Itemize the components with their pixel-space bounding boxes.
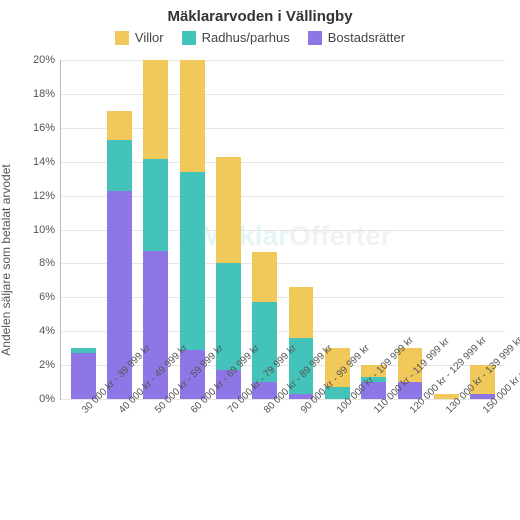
x-tick-label: 110 000 kr - 119 999 kr xyxy=(355,402,391,520)
legend-item-bostad: Bostadsrätter xyxy=(308,30,405,45)
x-axis-labels: 30 000 kr - 39 999 kr40 000 kr - 49 999 … xyxy=(60,402,505,520)
legend: Villor Radhus/parhus Bostadsrätter xyxy=(0,30,520,45)
x-tick-label: 50 000 kr - 59 999 kr xyxy=(137,402,173,520)
x-tick-label: 120 000 kr - 129 999 kr xyxy=(392,402,428,520)
y-tick-label: 14% xyxy=(33,156,61,168)
x-tick-label: 100 000 kr - 109 999 kr xyxy=(319,402,355,520)
bar-segment-villor xyxy=(252,252,277,303)
bar-segment-radhus xyxy=(180,172,205,350)
y-tick-label: 18% xyxy=(33,88,61,100)
bar-segment-radhus xyxy=(143,159,168,251)
y-tick-label: 6% xyxy=(39,291,61,303)
bar xyxy=(107,60,132,399)
bar-segment-villor xyxy=(107,111,132,140)
x-tick-label: 130 000 kr - 139 999 kr xyxy=(428,402,464,520)
y-tick-label: 16% xyxy=(33,122,61,134)
y-tick-label: 0% xyxy=(39,393,61,405)
x-tick-label: 70 000 kr - 79 999 kr xyxy=(210,402,246,520)
legend-label-bostad: Bostadsrätter xyxy=(328,30,405,45)
y-tick-label: 2% xyxy=(39,359,61,371)
legend-item-villor: Villor xyxy=(115,30,164,45)
bar-group xyxy=(65,60,101,399)
chart-container: Mäklararvoden i Vällingby Villor Radhus/… xyxy=(0,0,520,520)
legend-label-radhus: Radhus/parhus xyxy=(202,30,290,45)
x-tick-label: 60 000 kr - 69 999 kr xyxy=(173,402,209,520)
x-tick-label: 40 000 kr - 49 999 kr xyxy=(100,402,136,520)
legend-item-radhus: Radhus/parhus xyxy=(182,30,290,45)
y-tick-label: 10% xyxy=(33,224,61,236)
bar xyxy=(71,60,96,399)
legend-label-villor: Villor xyxy=(135,30,164,45)
bar-segment-villor xyxy=(143,60,168,159)
y-tick-label: 12% xyxy=(33,190,61,202)
bar-group xyxy=(101,60,137,399)
bar-segment-villor xyxy=(216,157,241,264)
bar-segment-villor xyxy=(180,60,205,172)
x-tick-label: 30 000 kr - 39 999 kr xyxy=(64,402,100,520)
bar-segment-bostad xyxy=(71,353,96,399)
y-tick-label: 20% xyxy=(33,54,61,66)
x-tick-label: 150 000 kr eller mer xyxy=(465,402,501,520)
bar-segment-villor xyxy=(289,287,314,338)
x-tick-label: 90 000 kr - 99 999 kr xyxy=(283,402,319,520)
y-tick-label: 8% xyxy=(39,257,61,269)
legend-swatch-radhus xyxy=(182,31,196,45)
chart-title: Mäklararvoden i Vällingby xyxy=(0,8,520,25)
bar-segment-radhus xyxy=(107,140,132,191)
x-tick-label: 80 000 kr - 89 999 kr xyxy=(246,402,282,520)
y-tick-label: 4% xyxy=(39,325,61,337)
legend-swatch-bostad xyxy=(308,31,322,45)
legend-swatch-villor xyxy=(115,31,129,45)
